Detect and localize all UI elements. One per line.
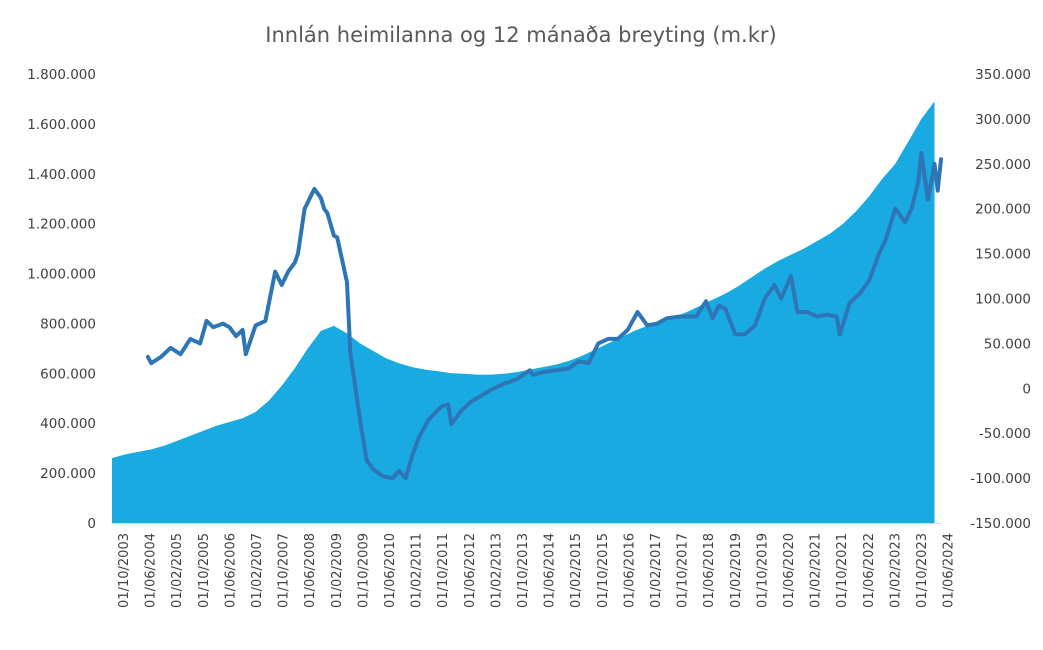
y-right-tick-label: 100.000 [975,292,1031,308]
x-tick-label: 01/10/2017 [676,533,691,608]
x-tick-label: 01/06/2016 [622,533,637,608]
x-tick-label: 01/06/2012 [463,533,478,608]
x-tick-label: 01/10/2009 [356,533,371,608]
x-tick-label: 01/10/2015 [596,533,611,608]
x-tick-label: 01/02/2007 [250,533,265,608]
x-tick-label: 01/06/2024 [942,533,957,608]
y-left-tick-label: 400.000 [40,416,96,432]
y-left-tick-label: 1.200.000 [27,217,96,233]
x-tick-label: 01/10/2007 [277,533,292,608]
y-left-tick-label: 800.000 [40,316,96,332]
deposits-area-layer [112,101,935,524]
y-left-tick-label: 200.000 [40,466,96,482]
x-tick-label: 01/10/2003 [117,533,132,608]
chart-title: Innlán heimilanna og 12 mánaða breyting … [265,23,776,47]
x-tick-label: 01/02/2005 [170,533,185,608]
x-tick-label: 01/06/2018 [702,533,717,608]
y-left-tick-label: 600.000 [40,366,96,382]
change-12m-line [145,151,943,481]
deposits-area [112,101,935,524]
y-right-tick-label: -150.000 [970,516,1031,532]
x-tick-label: 01/06/2006 [223,533,238,608]
y-right-tick-label: 200.000 [975,202,1031,218]
change-line-layer [145,151,943,481]
y-left-tick-label: 0 [87,516,96,532]
x-tick-label: 01/06/2004 [144,533,159,608]
x-tick-label: 01/02/2017 [649,533,664,608]
y-right-tick-label: 250.000 [975,157,1031,173]
x-tick-label: 01/02/2015 [569,533,584,608]
y-left-tick-label: 1.400.000 [27,167,96,183]
x-tick-label: 01/02/2013 [489,533,504,608]
x-tick-label: 01/02/2021 [809,533,824,608]
x-tick-label: 01/10/2013 [516,533,531,608]
x-tick-label: 01/10/2021 [835,533,850,608]
x-tick-label: 01/10/2005 [197,533,212,608]
y-right-tick-label: -50.000 [979,426,1031,442]
x-tick-label: 01/06/2014 [543,533,558,608]
y-left-tick-label: 1.600.000 [27,117,96,133]
y-right-tick-label: 350.000 [975,67,1031,83]
x-axis: 01/10/2003 01/06/2004 01/02/2005 01/10/2005… [112,523,957,608]
x-tick-label: 01/02/2011 [410,533,425,608]
y-left-tick-label: 1.000.000 [27,267,96,283]
y-right-tick-label: 0 [1022,381,1031,397]
x-tick-label: 01/10/2011 [436,533,451,608]
x-tick-label: 01/06/2010 [383,533,398,608]
y-axis-left: 0 200.000 400.000 600.000 800.000 1.000.000 1.… [27,67,96,532]
y-right-tick-label: 300.000 [975,112,1031,128]
y-left-tick-label: 1.800.000 [27,67,96,83]
x-tick-label: 01/10/2023 [915,533,930,608]
x-tick-label: 01/06/2022 [862,533,877,608]
x-tick-label: 01/02/2009 [330,533,345,608]
x-tick-label: 01/10/2019 [755,533,770,608]
x-tick-label: 01/02/2023 [888,533,903,608]
x-tick-label: 01/06/2008 [303,533,318,608]
x-tick-label: 01/02/2019 [729,533,744,608]
y-axis-right: -150.000 -100.000 -50.000 0 50.000 100.000 150… [970,67,1031,532]
y-right-tick-label: 50.000 [984,336,1031,352]
x-tick-label: 01/06/2020 [782,533,797,608]
y-right-tick-label: -100.000 [970,471,1031,487]
y-right-tick-label: 150.000 [975,247,1031,263]
